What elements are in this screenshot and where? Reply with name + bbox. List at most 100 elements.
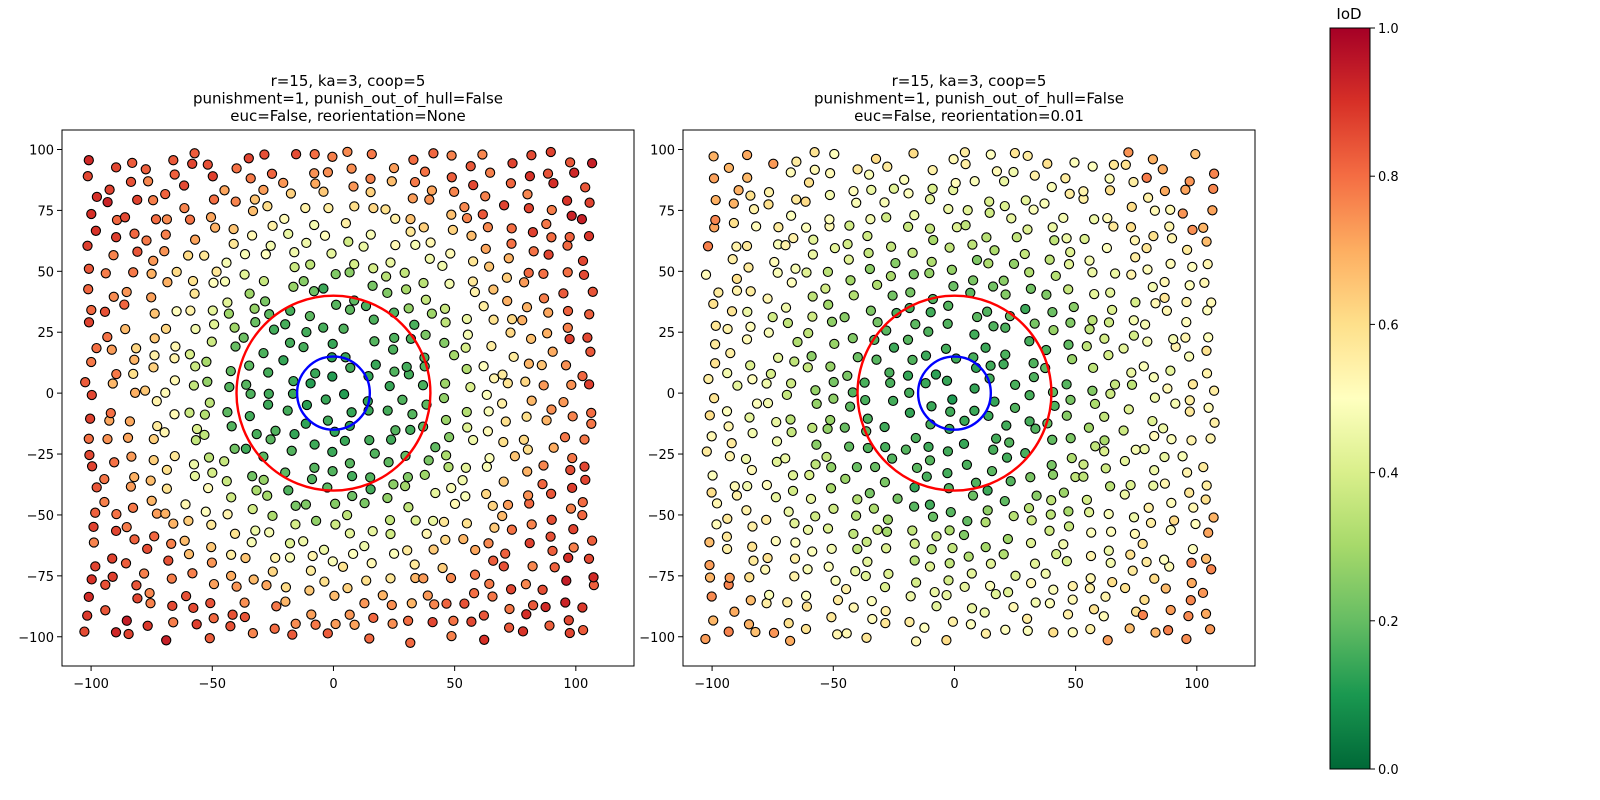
data-point: [902, 370, 914, 381]
data-point: [844, 401, 856, 412]
data-point: [1106, 304, 1118, 316]
data-point: [931, 531, 942, 542]
data-point: [524, 537, 535, 549]
data-point: [1202, 258, 1213, 270]
data-point: [290, 149, 302, 160]
data-point: [258, 474, 269, 486]
data-point: [577, 497, 588, 508]
data-point: [941, 635, 952, 646]
data-point: [1025, 577, 1037, 589]
data-point: [367, 526, 378, 537]
data-point: [1165, 365, 1176, 376]
data-point: [187, 275, 199, 287]
data-point: [704, 559, 715, 571]
data-point: [1104, 173, 1115, 184]
data-point: [826, 543, 837, 555]
data-point: [367, 280, 378, 291]
data-point: [148, 255, 159, 266]
data-point: [1089, 398, 1101, 410]
data-point: [483, 261, 495, 272]
data-point: [408, 154, 419, 165]
data-point: [771, 416, 782, 428]
data-point: [1181, 633, 1192, 645]
data-point: [169, 353, 180, 364]
data-point: [1139, 594, 1150, 606]
data-point: [347, 548, 359, 560]
data-point: [924, 499, 936, 510]
data-point: [704, 572, 716, 583]
data-point: [419, 166, 431, 177]
data-point: [806, 351, 817, 362]
data-point: [885, 241, 897, 252]
data-point: [427, 616, 438, 628]
data-point: [761, 378, 772, 389]
data-point: [871, 279, 883, 291]
data-point: [962, 205, 973, 216]
x-tick-label: 0: [950, 677, 958, 692]
data-point: [527, 600, 539, 611]
data-point: [1044, 598, 1056, 609]
data-point: [107, 378, 118, 389]
data-point: [880, 605, 891, 617]
data-point: [981, 232, 992, 243]
data-point: [538, 380, 549, 391]
data-point: [488, 373, 500, 384]
data-point: [327, 446, 338, 458]
data-point: [359, 540, 370, 552]
data-point: [1085, 550, 1097, 562]
data-point: [407, 409, 418, 420]
data-point: [502, 378, 513, 389]
data-point: [969, 383, 980, 394]
data-point: [330, 519, 341, 530]
data-point: [1009, 147, 1021, 159]
data-point: [79, 626, 90, 637]
data-point: [862, 556, 873, 567]
data-point: [305, 259, 316, 270]
data-point: [279, 213, 290, 225]
data-point: [144, 587, 155, 599]
data-point: [249, 194, 261, 205]
data-point: [1198, 222, 1209, 233]
data-point: [129, 534, 140, 545]
data-point: [503, 622, 515, 633]
data-point: [280, 319, 291, 330]
data-point: [247, 628, 259, 639]
data-point: [541, 328, 553, 339]
data-point: [109, 457, 120, 468]
data-point: [988, 444, 999, 455]
data-point: [344, 267, 355, 278]
data-point: [1105, 526, 1117, 537]
data-point: [802, 362, 813, 373]
x-tick-label: −100: [73, 677, 109, 692]
data-point: [221, 476, 232, 487]
data-point: [500, 548, 511, 559]
data-point: [1006, 213, 1017, 224]
data-point: [160, 188, 171, 200]
data-point: [1139, 319, 1151, 330]
data-point: [208, 613, 219, 624]
data-point: [422, 590, 433, 601]
data-point: [298, 276, 309, 287]
data-point: [1050, 270, 1061, 282]
data-point: [544, 620, 555, 631]
data-point: [304, 585, 315, 596]
y-tick-label: −25: [648, 448, 675, 463]
data-point: [308, 286, 320, 297]
data-point: [1084, 255, 1095, 266]
data-point: [900, 444, 912, 455]
data-point: [238, 332, 249, 343]
data-point: [905, 287, 916, 298]
data-point: [369, 448, 380, 459]
data-point: [783, 618, 794, 629]
data-point: [162, 277, 173, 288]
outer-radius-circle: [235, 294, 432, 492]
data-point: [283, 228, 294, 240]
data-point: [929, 586, 940, 598]
data-point: [258, 275, 270, 287]
data-point: [1065, 246, 1076, 258]
data-point: [564, 627, 575, 639]
data-point: [980, 628, 992, 639]
data-point: [111, 368, 122, 380]
data-point: [522, 444, 534, 455]
data-point: [1066, 452, 1077, 464]
